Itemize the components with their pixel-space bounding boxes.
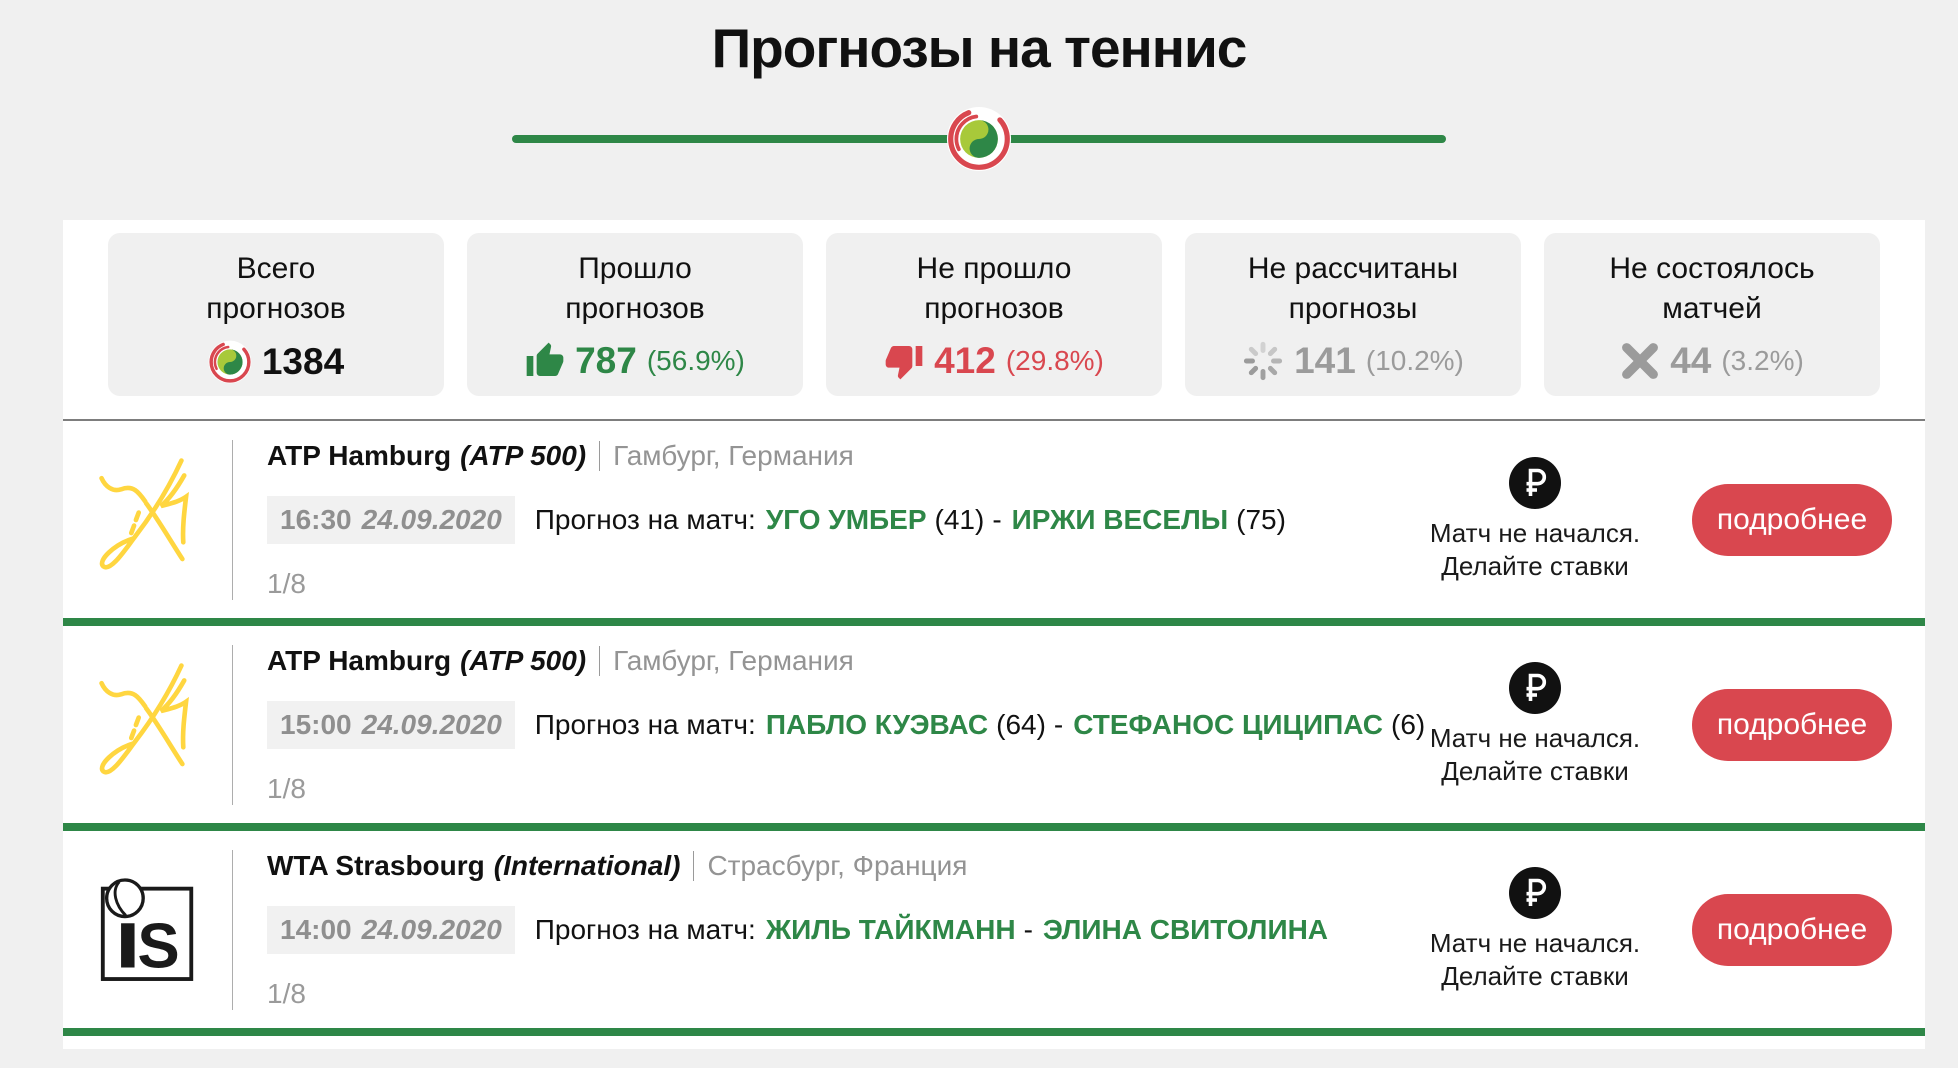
stats-bottom-divider: [63, 419, 1925, 421]
player2-rank: (75): [1236, 503, 1286, 535]
tournament-category: (International): [493, 849, 681, 881]
tournament-stage: 1/8: [267, 772, 306, 804]
match-time: 15:00: [280, 708, 352, 740]
tournament-location: Гамбург, Германия: [613, 644, 854, 676]
ruble-icon: [1507, 864, 1563, 921]
match-status: Матч не начался. Делайте ставки: [1411, 454, 1659, 583]
ruble-icon: [1507, 454, 1563, 511]
stat-percent: (3.2%): [1721, 345, 1804, 376]
stat-percent: (29.8%): [1005, 345, 1104, 376]
stat-label: Прошло прогнозов: [565, 252, 705, 325]
match-info: ATP Hamburg (ATP 500) Гамбург, Германия …: [232, 439, 1411, 600]
player1-rank: (41): [934, 503, 985, 535]
stat-label: Не состоялось матчей: [1609, 252, 1815, 325]
page-title: Прогнозы на теннис: [711, 17, 1248, 79]
details-button[interactable]: подробнее: [1692, 483, 1892, 556]
details-button[interactable]: подробнее: [1692, 688, 1892, 761]
content-panel: Всего прогнозов 1384 Прошло прогнозов 787 …: [63, 220, 1925, 1049]
match-date: 24.09.2020: [361, 708, 502, 740]
match-row: WTA Strasbourg (International) Страсбург…: [63, 831, 1925, 1028]
stat-percent: (10.2%): [1365, 345, 1464, 376]
match-status: Матч не начался. Делайте ставки: [1411, 864, 1659, 993]
tournament-stage: 1/8: [267, 977, 306, 1009]
tournament-category: (ATP 500): [460, 439, 587, 471]
stat-box-won: Прошло прогнозов 787 (56.9%): [467, 233, 803, 396]
row-divider: [63, 618, 1925, 626]
match-date: 24.09.2020: [361, 503, 502, 535]
match-status: Матч не начался. Делайте ставки: [1411, 659, 1659, 788]
tournament-category: (ATP 500): [460, 644, 587, 676]
match-time: 14:00: [280, 913, 352, 945]
thumbs-down-icon: [884, 341, 924, 381]
status-text: Матч не начался. Делайте ставки: [1429, 722, 1641, 786]
tournament-name: ATP Hamburg: [267, 439, 452, 471]
thumbs-up-icon: [525, 341, 565, 381]
match-row: ATP Hamburg (ATP 500) Гамбург, Германия …: [63, 421, 1925, 618]
tournament-logo-wta-strasbourg: [63, 831, 232, 1028]
match-info: ATP Hamburg (ATP 500) Гамбург, Германия …: [232, 644, 1425, 805]
separator-bar: [599, 645, 601, 676]
tournament-name: WTA Strasbourg: [267, 849, 485, 881]
vs-separator: -: [1053, 708, 1064, 740]
status-text: Матч не начался. Делайте ставки: [1429, 927, 1641, 991]
match-row: ATP Hamburg (ATP 500) Гамбург, Германия …: [63, 626, 1925, 823]
stat-label: Не прошло прогнозов: [916, 252, 1072, 325]
stat-box-lost: Не прошло прогнозов 412 (29.8%): [826, 233, 1162, 396]
datetime-chip: 16:30 24.09.2020: [267, 495, 515, 544]
vs-separator: -: [1023, 913, 1033, 945]
ruble-icon: [1507, 659, 1563, 716]
site-logo-icon: [207, 340, 252, 384]
stat-box-pending: Не рассчитаны прогнозы 141 (10.2%): [1185, 233, 1521, 396]
player2-link[interactable]: СТЕФАНОС ЦИЦИПАС: [1073, 708, 1383, 740]
stat-label: Всего прогнозов: [206, 252, 346, 325]
player2-rank: (6): [1391, 708, 1426, 740]
player1-link[interactable]: ЖИЛЬ ТАЙКМАНН: [765, 913, 1016, 945]
stat-value: 141: [1294, 340, 1356, 381]
tournament-logo-atp-hamburg: [63, 421, 232, 618]
stat-value: 412: [934, 340, 996, 381]
row-divider: [63, 823, 1925, 831]
stat-value: 1384: [261, 341, 345, 382]
tournament-name: ATP Hamburg: [267, 644, 452, 676]
tournament-stage: 1/8: [267, 567, 306, 599]
site-logo-icon: [946, 106, 1012, 172]
stat-value: 787: [575, 340, 637, 381]
stat-label: Не рассчитаны прогнозы: [1247, 252, 1459, 325]
cross-icon: [1620, 341, 1660, 381]
stats-row: Всего прогнозов 1384 Прошло прогнозов 787 …: [63, 220, 1925, 396]
details-button[interactable]: подробнее: [1692, 893, 1892, 966]
player1-link[interactable]: ПАБЛО КУЭВАС: [765, 708, 989, 740]
match-time: 16:30: [280, 503, 352, 535]
datetime-chip: 14:00 24.09.2020: [267, 905, 515, 954]
row-divider: [63, 1028, 1925, 1036]
title-divider: [0, 106, 1958, 172]
stat-box-total: Всего прогнозов 1384: [108, 233, 444, 396]
spinner-icon: [1242, 340, 1284, 382]
vs-separator: -: [992, 503, 1002, 535]
stat-value: 44: [1670, 340, 1712, 381]
prediction-label: Прогноз на матч:: [534, 503, 756, 535]
stat-box-cancelled: Не состоялось матчей 44 (3.2%): [1544, 233, 1880, 396]
player2-link[interactable]: ИРЖИ ВЕСЕЛЫ: [1011, 503, 1229, 535]
match-date: 24.09.2020: [361, 913, 502, 945]
tournament-location: Гамбург, Германия: [613, 439, 854, 471]
status-text: Матч не начался. Делайте ставки: [1429, 517, 1641, 581]
datetime-chip: 15:00 24.09.2020: [267, 700, 515, 749]
player2-link[interactable]: ЭЛИНА СВИТОЛИНА: [1042, 913, 1329, 945]
player1-rank: (64): [996, 708, 1046, 740]
separator-bar: [599, 440, 601, 471]
player1-link[interactable]: УГО УМБЕР: [765, 503, 927, 535]
match-info: WTA Strasbourg (International) Страсбург…: [232, 849, 1411, 1010]
prediction-label: Прогноз на матч:: [534, 913, 756, 945]
tournament-logo-atp-hamburg: [63, 626, 232, 823]
prediction-label: Прогноз на матч:: [534, 708, 756, 740]
stat-percent: (56.9%): [646, 345, 745, 376]
tournament-location: Страсбург, Франция: [707, 849, 968, 881]
separator-bar: [693, 850, 695, 881]
